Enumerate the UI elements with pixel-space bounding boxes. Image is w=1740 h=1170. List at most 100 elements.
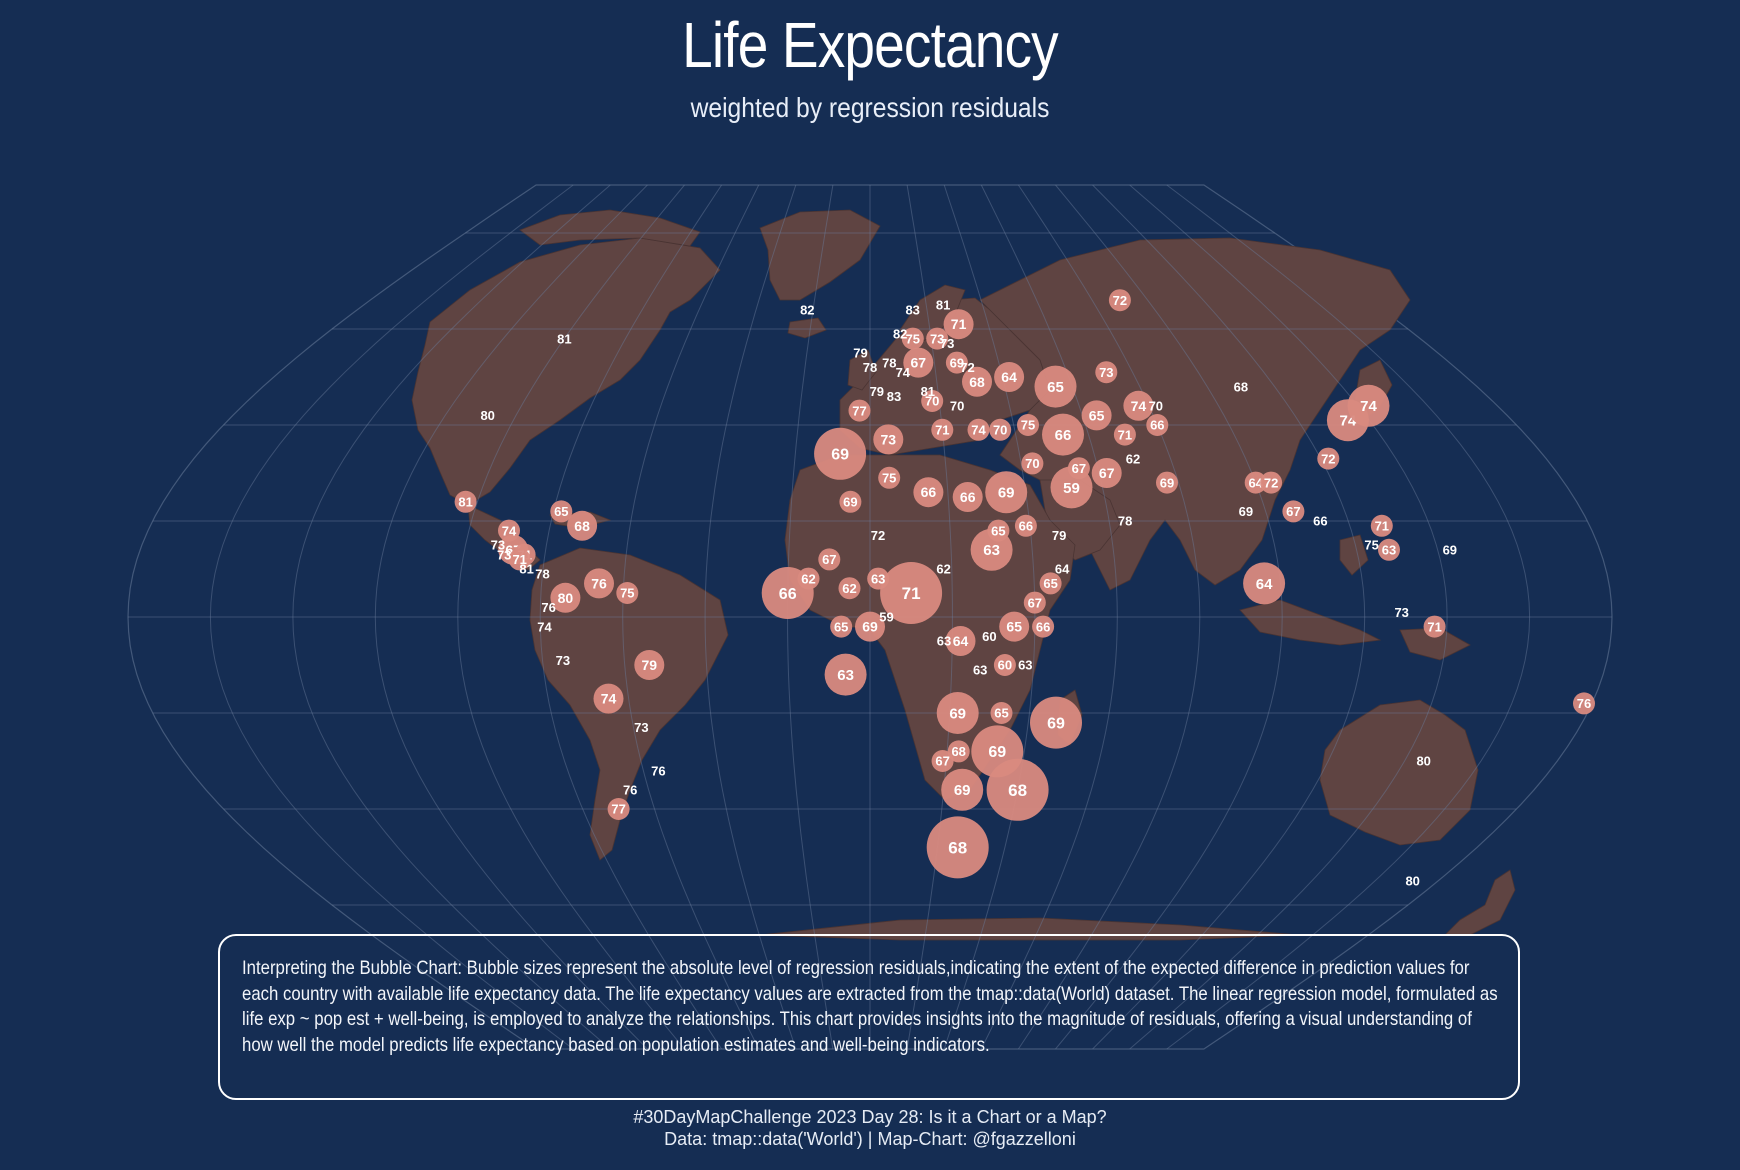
bubble-value-label: 74 bbox=[502, 523, 517, 538]
country-bubble: 73 bbox=[926, 327, 949, 350]
bubble-circle bbox=[607, 798, 630, 820]
bubble-value-label: 69 bbox=[1047, 715, 1065, 732]
country-bubble: 73 bbox=[497, 547, 511, 562]
bubble-value-label: 73 bbox=[1394, 605, 1408, 620]
bubble-circle bbox=[1030, 696, 1082, 749]
country-bubble: 78 bbox=[1118, 514, 1132, 529]
country-bubble: 66 bbox=[1032, 615, 1055, 638]
bubble-circle bbox=[818, 548, 841, 571]
bubble-circle bbox=[1260, 471, 1283, 494]
country-bubble: 73 bbox=[1095, 361, 1118, 384]
bubble-value-label: 76 bbox=[591, 575, 607, 591]
graticule-meridian bbox=[374, 184, 648, 1050]
bubble-value-label: 79 bbox=[853, 346, 867, 361]
country-bubble: 74 bbox=[498, 519, 520, 542]
bubble-circle bbox=[814, 427, 867, 480]
bubble-value-label: 70 bbox=[950, 399, 964, 414]
bubble-value-label: 65 bbox=[1006, 619, 1022, 635]
bubble-circle bbox=[1317, 447, 1340, 470]
bubble-value-label: 80 bbox=[558, 590, 574, 606]
bubble-circle bbox=[931, 750, 954, 772]
country-bubble: 78 bbox=[535, 567, 549, 582]
country-bubble: 66 bbox=[1014, 514, 1037, 537]
country-bubble: 71 bbox=[943, 309, 974, 340]
country-bubble: 68 bbox=[962, 366, 992, 397]
bubble-circle bbox=[1378, 538, 1400, 561]
bubble-circle bbox=[1032, 615, 1055, 638]
bubble-value-label: 71 bbox=[935, 423, 949, 438]
bubble-value-label: 73 bbox=[491, 538, 505, 553]
country-bubble: 75 bbox=[1364, 538, 1378, 553]
bubble-circle bbox=[824, 653, 867, 696]
country-bubble: 79 bbox=[634, 650, 665, 680]
footer-credit-line: Data: tmap::data('World') | Map-Chart: @… bbox=[664, 1129, 1076, 1149]
bubble-circle bbox=[943, 309, 974, 340]
country-bubble: 65 bbox=[1039, 572, 1062, 595]
country-bubble: 81 bbox=[936, 298, 950, 313]
bubble-circle bbox=[1039, 572, 1062, 595]
bubble-value-label: 74 bbox=[1131, 398, 1147, 414]
country-bubble: 69 bbox=[941, 768, 984, 811]
bubble-value-label: 70 bbox=[925, 394, 939, 409]
bubble-value-label: 71 bbox=[512, 552, 526, 567]
bubble-circle bbox=[989, 418, 1012, 441]
graticule-meridian bbox=[943, 184, 1036, 1050]
bubble-value-label: 69 bbox=[862, 619, 878, 635]
country-bubble: 73 bbox=[873, 424, 904, 455]
bubble-value-label: 79 bbox=[870, 384, 884, 399]
country-bubble: 72 bbox=[1317, 447, 1340, 470]
bubble-value-label: 73 bbox=[881, 431, 897, 447]
bubble-value-label: 81 bbox=[557, 331, 571, 346]
graticule-meridian bbox=[980, 184, 1118, 1050]
country-bubble: 63 bbox=[867, 567, 890, 590]
bubble-value-label: 77 bbox=[852, 403, 866, 418]
bubble-value-label: 75 bbox=[906, 331, 920, 346]
bubble-value-label: 63 bbox=[983, 542, 1000, 559]
country-bubble: 78 bbox=[863, 360, 877, 375]
country-bubble: 67 bbox=[1067, 457, 1090, 480]
graticule-meridian bbox=[457, 184, 685, 1050]
bubble-circle bbox=[926, 816, 989, 879]
country-bubble: 74 bbox=[1347, 384, 1390, 427]
bubble-circle bbox=[878, 466, 901, 489]
bubble-value-label: 60 bbox=[998, 658, 1012, 673]
bubble-value-label: 69 bbox=[831, 447, 849, 464]
bubble-value-label: 62 bbox=[1126, 451, 1140, 466]
bubble-value-label: 67 bbox=[1099, 465, 1115, 481]
bubble-circle bbox=[945, 351, 968, 374]
bubble-value-label: 73 bbox=[930, 331, 944, 346]
bubble-circle bbox=[498, 519, 520, 542]
bubble-value-label: 75 bbox=[1021, 418, 1035, 433]
bubble-value-label: 73 bbox=[940, 336, 954, 351]
bubble-circle bbox=[855, 611, 885, 642]
bubble-value-label: 66 bbox=[1019, 519, 1033, 534]
bubble-value-label: 62 bbox=[801, 571, 815, 586]
bubble-value-label: 77 bbox=[611, 802, 625, 817]
bubble-circle bbox=[830, 615, 853, 638]
bubble-circle bbox=[1244, 471, 1267, 494]
bubble-circle bbox=[903, 347, 934, 378]
country-bubble: 67 bbox=[818, 548, 841, 571]
bubble-value-label: 75 bbox=[1364, 538, 1378, 553]
country-bubble: 63 bbox=[973, 663, 987, 678]
country-bubble: 69 bbox=[1156, 471, 1178, 494]
bubble-circle bbox=[1146, 414, 1169, 436]
bubble-value-label: 75 bbox=[882, 471, 896, 486]
bubble-circle bbox=[931, 418, 954, 441]
country-bubble: 67 bbox=[1091, 458, 1122, 488]
bubble-value-label: 74 bbox=[896, 365, 911, 380]
bubble-value-label: 65 bbox=[554, 504, 568, 519]
country-bubble: 72 bbox=[1108, 289, 1131, 312]
bubble-value-label: 73 bbox=[1099, 365, 1113, 380]
bubble-circle bbox=[1034, 365, 1077, 408]
bubble-circle bbox=[1108, 289, 1131, 312]
explanation-text: Interpreting the Bubble Chart: Bubble si… bbox=[242, 957, 1498, 1056]
bubble-value-label: 76 bbox=[1577, 696, 1591, 711]
country-bubble: 74 bbox=[593, 683, 624, 714]
bubble-value-label: 72 bbox=[871, 528, 885, 543]
bubble-value-label: 70 bbox=[1149, 399, 1163, 414]
country-bubble: 69 bbox=[814, 427, 867, 480]
country-bubble: 63 bbox=[824, 653, 867, 696]
country-bubble: 70 bbox=[921, 390, 944, 412]
